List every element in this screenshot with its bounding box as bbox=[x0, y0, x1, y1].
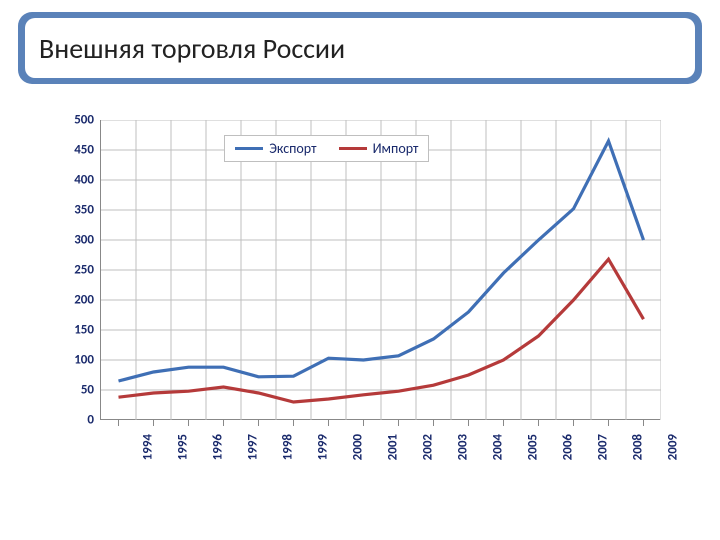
x-tick bbox=[398, 420, 399, 426]
plot-area: Экспорт Импорт bbox=[100, 120, 660, 420]
x-tick-label: 1997 bbox=[245, 434, 260, 460]
y-tick-label: 300 bbox=[74, 233, 94, 248]
x-tick bbox=[363, 420, 364, 426]
legend-item: Импорт bbox=[339, 140, 419, 157]
x-axis: 1994 1995 1996 1997 1998 1999 2000 2001 2002 2003… bbox=[100, 428, 660, 508]
title-inner: Внешняя торговля России bbox=[25, 18, 695, 78]
gridlines bbox=[101, 120, 661, 420]
y-tick-label: 350 bbox=[74, 203, 94, 218]
x-tick bbox=[468, 420, 469, 426]
chart: 050100150200250300350400450500 ЭкспортИм… bbox=[60, 120, 670, 510]
x-tick-label: 2008 bbox=[630, 434, 645, 460]
x-tick bbox=[573, 420, 574, 426]
y-tick-label: 400 bbox=[74, 173, 94, 188]
x-tick bbox=[608, 420, 609, 426]
x-tick bbox=[153, 420, 154, 426]
x-tick-label: 2002 bbox=[420, 434, 435, 460]
x-tick bbox=[503, 420, 504, 426]
x-tick-label: 2000 bbox=[350, 434, 365, 460]
slide: Внешняя торговля России 0 50 100 150 200 250 3… bbox=[0, 0, 720, 540]
x-tick bbox=[118, 420, 119, 426]
legend: Экспорт Импорт bbox=[224, 135, 429, 162]
x-tick-label: 2006 bbox=[560, 434, 575, 460]
y-tick-label: 150 bbox=[74, 323, 94, 338]
x-tick bbox=[223, 420, 224, 426]
x-tick-label: 2004 bbox=[490, 434, 505, 460]
x-tick bbox=[328, 420, 329, 426]
x-tick bbox=[643, 420, 644, 426]
page-title: Внешняя торговля России bbox=[39, 31, 345, 66]
plot-svg bbox=[101, 120, 661, 420]
y-tick-label: 100 bbox=[74, 353, 94, 368]
y-tick-label: 500 bbox=[74, 113, 94, 128]
x-tick-label: 2005 bbox=[525, 434, 540, 460]
x-tick-label: 2007 bbox=[595, 434, 610, 460]
x-tick bbox=[433, 420, 434, 426]
x-tick-label: 1995 bbox=[175, 434, 190, 460]
legend-label: Импорт bbox=[373, 140, 419, 157]
x-tick-label: 1998 bbox=[280, 434, 295, 460]
x-tick bbox=[188, 420, 189, 426]
x-tick-label: 2001 bbox=[385, 434, 400, 460]
y-tick-label: 50 bbox=[81, 383, 94, 398]
x-tick-label: 1994 bbox=[140, 434, 155, 460]
title-bar: Внешняя торговля России bbox=[18, 12, 702, 84]
legend-label: Экспорт bbox=[269, 140, 316, 157]
legend-swatch bbox=[339, 147, 367, 150]
x-tick-label: 2003 bbox=[455, 434, 470, 460]
y-tick-label: 200 bbox=[74, 293, 94, 308]
x-tick bbox=[293, 420, 294, 426]
x-tick-label: 2009 bbox=[665, 434, 680, 460]
x-tick-label: 1999 bbox=[315, 434, 330, 460]
legend-swatch bbox=[235, 147, 263, 150]
x-tick bbox=[538, 420, 539, 426]
x-tick bbox=[258, 420, 259, 426]
legend-item: Экспорт bbox=[235, 140, 316, 157]
y-axis: 050100150200250300350400450500 bbox=[60, 120, 100, 420]
y-tick-label: 250 bbox=[74, 263, 94, 278]
x-tick-label: 1996 bbox=[210, 434, 225, 460]
y-tick-label: 0 bbox=[87, 413, 94, 428]
y-tick-label: 450 bbox=[74, 143, 94, 158]
